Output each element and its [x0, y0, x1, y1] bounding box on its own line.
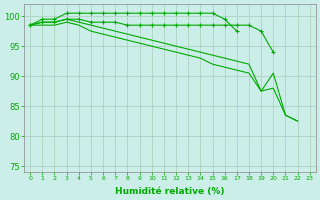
X-axis label: Humidité relative (%): Humidité relative (%): [115, 187, 225, 196]
